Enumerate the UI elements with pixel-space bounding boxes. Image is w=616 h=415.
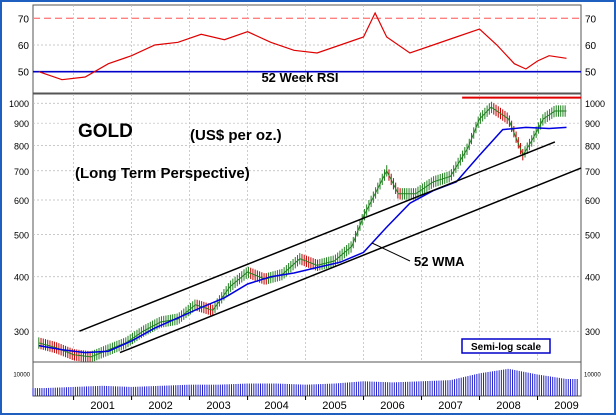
wma-52-line <box>38 126 567 354</box>
x-axis: 2001 2002 2003 2004 2005 2006 2007 2008 2009 <box>73 396 579 412</box>
price-grid <box>33 94 581 396</box>
price-y-tick-label: 400 <box>14 273 29 283</box>
x-tick-label: 2006 <box>380 400 404 412</box>
price-y-tick-label: 700 <box>14 167 29 177</box>
rsi-reference-lines <box>33 17 581 73</box>
price-y-tick-label: 600 <box>585 196 600 206</box>
chart-subtitle: (US$ per oz.) <box>190 127 282 144</box>
price-y-tick-label: 900 <box>585 119 600 129</box>
rsi-plot-area <box>32 4 582 94</box>
price-y-tick-label: 400 <box>585 273 600 283</box>
wma-label-pointer <box>371 242 411 262</box>
rsi-y-tick-label: 70 <box>585 14 597 25</box>
rsi-y-tick-labels-left: 50 60 70 <box>18 14 30 78</box>
price-y-tick-label: 500 <box>14 230 29 240</box>
volume-y-tick-labels: 10000 10000 <box>13 372 601 378</box>
price-y-tick-label: 500 <box>585 230 600 240</box>
price-y-tick-label: 1000 <box>9 99 29 109</box>
x-tick-label: 2007 <box>438 400 462 412</box>
rsi-y-tick-label: 50 <box>585 68 597 79</box>
scale-label-box <box>461 338 551 354</box>
rsi-series-line <box>38 11 567 81</box>
price-panel: 300 400 500 600 700 800 900 1000 300 400 500 600 70… <box>9 93 605 396</box>
price-y-tick-label: 1000 <box>585 99 605 109</box>
x-tick-label: 2005 <box>322 400 346 412</box>
price-y-tick-label: 900 <box>14 119 29 129</box>
price-y-tick-label: 800 <box>585 141 600 151</box>
gold-price-line <box>38 106 567 358</box>
wma-series-label: 52 WMA <box>414 254 465 269</box>
volume-y-tick-label: 10000 <box>584 372 601 378</box>
rsi-y-tick-label: 70 <box>18 14 30 25</box>
price-y-tick-labels-right: 300 400 500 600 700 800 900 1000 <box>585 99 605 337</box>
price-y-tick-label: 300 <box>585 327 600 337</box>
price-y-tick-labels-left: 300 400 500 600 700 800 900 1000 <box>9 99 29 337</box>
price-y-tick-label: 600 <box>14 196 29 206</box>
rsi-y-tick-label: 50 <box>18 68 30 79</box>
x-tick-label: 2001 <box>90 400 114 412</box>
volume-y-tick-label: 10000 <box>13 372 30 378</box>
x-tick-label: 2004 <box>264 400 288 412</box>
channel-upper-line <box>79 141 556 332</box>
volume-bars <box>32 368 578 396</box>
rsi-y-tick-label: 60 <box>18 41 30 52</box>
x-tick-label: 2009 <box>554 400 578 412</box>
channel-lower-line <box>119 167 582 354</box>
price-y-tick-label: 700 <box>585 167 600 177</box>
x-tick-label: 2003 <box>206 400 230 412</box>
rsi-y-tick-labels-right: 50 60 70 <box>585 14 597 78</box>
scale-label: Semi-log scale <box>471 342 541 353</box>
price-y-tick-label: 300 <box>14 327 29 337</box>
rsi-y-tick-label: 60 <box>585 41 597 52</box>
chart-annotation: (Long Term Perspective) <box>75 165 250 182</box>
rsi-title: 52 Week RSI <box>261 70 338 85</box>
x-tick-label: 2008 <box>496 400 520 412</box>
chart-title: GOLD <box>78 121 133 142</box>
price-plot-area <box>32 93 582 363</box>
rsi-panel: 50 60 70 50 60 70 52 Week RSI <box>18 4 597 94</box>
volume-panel: 10000 10000 <box>13 361 601 397</box>
price-y-tick-label: 800 <box>14 141 29 151</box>
x-tick-label: 2002 <box>148 400 172 412</box>
